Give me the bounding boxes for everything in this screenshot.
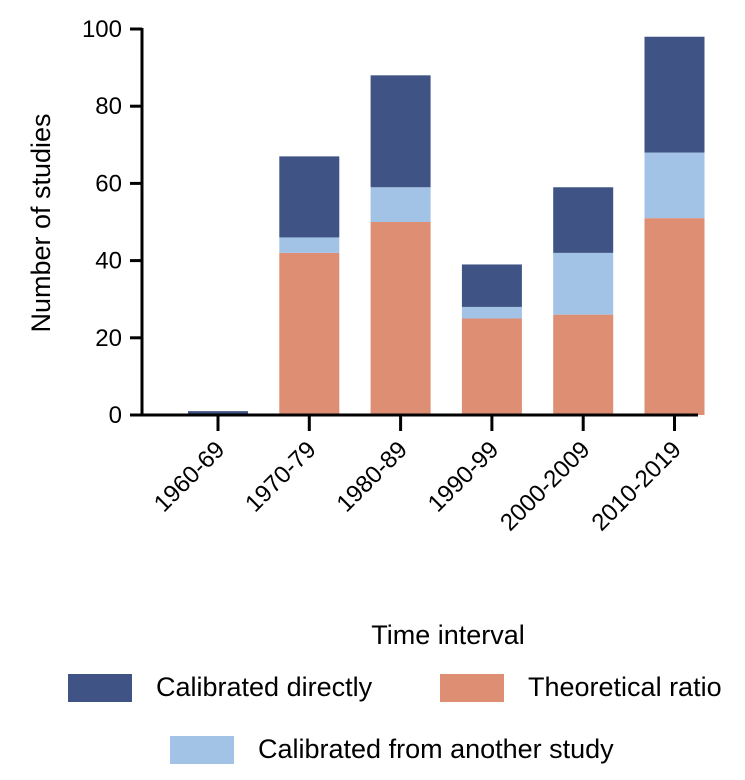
y-tick-label: 100: [82, 16, 122, 43]
legend-swatch-calibrated-from-another-study: [170, 735, 234, 764]
x-tick-label: 1990-99: [423, 436, 504, 517]
stacked-bar-chart: 0 20 40 60 80 100 1960-69 1970-79 1980-89 1990-9…: [26, 16, 705, 650]
x-tick-label: 1970-79: [240, 436, 321, 517]
x-tick-label: 1980-89: [331, 436, 412, 517]
x-tick-label: 1960-69: [149, 436, 230, 517]
y-tick-label: 60: [95, 170, 122, 197]
bar-segment-theoretical-ratio-1990-99: [461, 318, 522, 415]
y-tick-label: 40: [95, 248, 122, 275]
legend-label-calibrated-from-another-study: Calibrated from another study: [258, 734, 614, 764]
bars-group: [188, 36, 705, 415]
y-axis-title: Number of studies: [26, 113, 56, 332]
legend-swatch-calibrated-directly: [68, 673, 132, 702]
x-axis-title: Time interval: [371, 620, 525, 650]
bar-segment-calibrated-directly-1970-79: [279, 156, 340, 238]
y-axis-ticks: 0 20 40 60 80 100: [82, 16, 142, 429]
x-axis-ticks: 1960-69 1970-79 1980-89 1990-992000-2009201…: [149, 415, 687, 536]
bar-segment-theoretical-ratio-1970-79: [279, 252, 340, 415]
y-tick-label: 20: [95, 325, 122, 352]
legend: Calibrated directly Theoretical ratio Ca…: [0, 660, 745, 780]
bar-segment-calibrated-from-another-study-2010-2019: [644, 152, 705, 219]
bar-segment-calibrated-from-another-study-1980-89: [370, 187, 431, 222]
x-tick-label: 2010-2019: [586, 436, 686, 536]
x-tick-label: 2000-2009: [495, 436, 595, 536]
legend-label-theoretical-ratio: Theoretical ratio: [528, 672, 722, 702]
bar-segment-calibrated-from-another-study-1970-79: [279, 237, 340, 253]
y-tick-label: 0: [109, 402, 122, 429]
bar-segment-theoretical-ratio-1980-89: [370, 222, 431, 415]
bar-segment-calibrated-directly-2000-2009: [553, 187, 614, 253]
bar-segment-theoretical-ratio-2000-2009: [553, 314, 614, 415]
bar-segment-calibrated-directly-1990-99: [461, 264, 522, 307]
bar-segment-calibrated-from-another-study-1990-99: [461, 306, 522, 319]
legend-label-calibrated-directly: Calibrated directly: [156, 672, 373, 702]
bar-segment-calibrated-directly-1960-69: [188, 411, 248, 415]
bar-segment-theoretical-ratio-2010-2019: [644, 218, 705, 415]
bar-segment-calibrated-from-another-study-2000-2009: [553, 252, 614, 315]
legend-item-calibrated-directly: Calibrated directly: [68, 672, 372, 703]
legend-item-calibrated-from-another-study: Calibrated from another study: [170, 734, 614, 765]
bar-segment-calibrated-directly-1980-89: [370, 75, 431, 188]
y-tick-label: 80: [95, 93, 122, 120]
bar-segment-calibrated-directly-2010-2019: [644, 36, 705, 153]
legend-swatch-theoretical-ratio: [440, 673, 504, 702]
legend-item-theoretical-ratio: Theoretical ratio: [440, 672, 722, 703]
